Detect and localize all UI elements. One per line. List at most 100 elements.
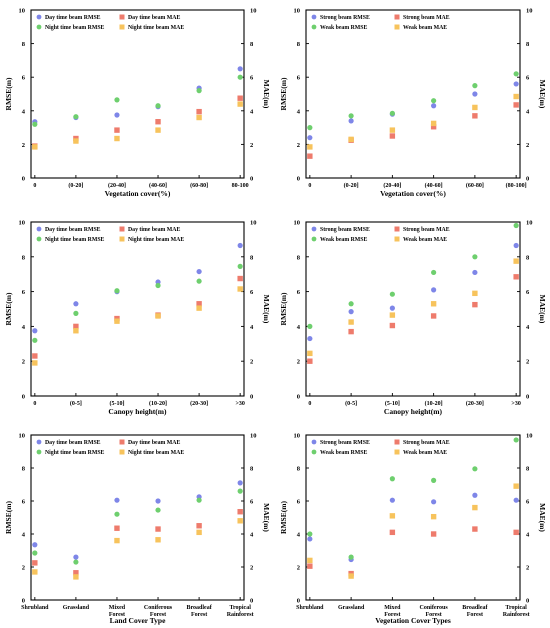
legend-label: Strong beam RMSE bbox=[320, 227, 370, 233]
legend-marker bbox=[311, 24, 317, 30]
y-tick-label-right: 8 bbox=[250, 466, 254, 473]
y-tick-label-right: 4 bbox=[526, 108, 530, 115]
y-axis-title-left: RMSE(m) bbox=[4, 77, 13, 110]
y-tick-label-left: 4 bbox=[297, 532, 301, 539]
data-point bbox=[237, 95, 243, 101]
legend-marker bbox=[119, 449, 125, 455]
legend-label: Strong beam MAE bbox=[403, 15, 450, 21]
data-point bbox=[237, 275, 243, 282]
legend-marker bbox=[311, 226, 317, 232]
legend-marker bbox=[311, 236, 317, 242]
data-point bbox=[196, 301, 202, 307]
data-point bbox=[431, 269, 437, 276]
y-tick-label-left: 10 bbox=[294, 433, 301, 440]
data-point bbox=[307, 125, 313, 131]
data-point bbox=[237, 74, 243, 80]
y-tick-label-left: 10 bbox=[294, 8, 301, 15]
data-point bbox=[237, 480, 243, 486]
data-point bbox=[389, 513, 396, 519]
data-point bbox=[472, 83, 478, 89]
legend-marker bbox=[394, 14, 400, 20]
data-point bbox=[513, 437, 519, 443]
data-point bbox=[237, 242, 243, 249]
data-point bbox=[196, 108, 202, 115]
y-tick-label-right: 8 bbox=[250, 41, 254, 48]
x-tick-label: Shrubland bbox=[21, 605, 49, 611]
data-point bbox=[32, 542, 38, 548]
data-point bbox=[196, 278, 202, 284]
data-point bbox=[513, 274, 519, 280]
data-point bbox=[73, 559, 79, 565]
legend-label: Night time beam RMSE bbox=[45, 237, 105, 243]
chart-panel-3: 0 0 2 2 4 4 6 6 8 8 10 10 0 (0-5] (5-10] (10-20] (20-30]… bbox=[4, 220, 271, 417]
y-tick-label-right: 10 bbox=[250, 433, 257, 440]
legend-marker bbox=[119, 439, 125, 445]
data-point bbox=[472, 466, 478, 472]
y-axis-title-right: MAE(m) bbox=[262, 503, 271, 532]
y-tick-label-right: 6 bbox=[250, 289, 254, 296]
data-point bbox=[307, 358, 313, 364]
x-tick-label: Grassland bbox=[63, 605, 90, 611]
data-point bbox=[114, 135, 120, 142]
legend-marker bbox=[36, 236, 42, 242]
legend-marker bbox=[311, 14, 317, 20]
legend-label: Weak beam RMSE bbox=[320, 450, 367, 456]
data-point bbox=[73, 323, 79, 330]
data-point bbox=[348, 554, 354, 560]
data-point bbox=[237, 101, 243, 107]
data-point bbox=[307, 153, 313, 159]
y-tick-label-left: 10 bbox=[19, 220, 26, 227]
x-axis-title: Canopy height(m) bbox=[108, 407, 167, 416]
data-point bbox=[389, 305, 395, 311]
data-point bbox=[307, 531, 313, 537]
y-tick-label-left: 4 bbox=[297, 324, 301, 331]
series-2 bbox=[307, 437, 519, 560]
y-axis-title-right: MAE(m) bbox=[538, 503, 547, 532]
x-axis-title: Vegetation Cover Types bbox=[375, 616, 451, 625]
y-tick-label-right: 0 bbox=[526, 176, 529, 183]
series-2 bbox=[32, 488, 243, 565]
data-point bbox=[114, 525, 120, 531]
data-point bbox=[155, 313, 161, 319]
x-tick-label-line: Mixed bbox=[384, 605, 401, 611]
data-point bbox=[114, 112, 120, 118]
y-axis-title-right: MAE(m) bbox=[538, 295, 547, 324]
y-tick-label-left: 0 bbox=[22, 598, 25, 605]
x-tick-label-line: Rainforest bbox=[227, 612, 254, 618]
y-tick-label-right: 8 bbox=[526, 254, 530, 261]
y-tick-label-right: 8 bbox=[526, 41, 530, 48]
y-tick-label-left: 8 bbox=[22, 466, 26, 473]
data-point bbox=[389, 497, 395, 503]
series-3 bbox=[32, 509, 243, 576]
x-tick-label: (40-60] bbox=[425, 182, 443, 189]
legend-marker bbox=[311, 439, 317, 445]
legend-label: Strong beam RMSE bbox=[320, 15, 370, 21]
data-point bbox=[513, 242, 519, 249]
x-tick-label: (40-60] bbox=[149, 182, 167, 189]
y-axis-title-left: RMSE(m) bbox=[279, 501, 288, 534]
data-point bbox=[430, 301, 437, 307]
y-tick-label-right: 6 bbox=[526, 499, 530, 506]
data-point bbox=[389, 322, 396, 329]
x-tick-label: (20-40] bbox=[383, 182, 401, 189]
series-4 bbox=[307, 258, 519, 357]
legend-marker bbox=[311, 449, 317, 455]
y-tick-label-left: 4 bbox=[297, 108, 301, 115]
data-point bbox=[237, 286, 243, 292]
y-tick-label-left: 8 bbox=[297, 466, 301, 473]
x-tick-label: (60-80] bbox=[466, 182, 484, 189]
data-point bbox=[431, 98, 437, 104]
y-tick-label-right: 2 bbox=[526, 359, 529, 366]
x-tick-label: (5-10] bbox=[109, 400, 124, 407]
data-point bbox=[196, 523, 202, 529]
y-tick-label-right: 0 bbox=[250, 176, 253, 183]
legend-label: Strong beam RMSE bbox=[320, 440, 370, 446]
data-point bbox=[472, 526, 478, 532]
data-point bbox=[32, 121, 38, 127]
y-tick-label-right: 10 bbox=[526, 433, 533, 440]
y-tick-label-right: 10 bbox=[526, 8, 533, 15]
legend-label: Night time beam RMSE bbox=[45, 450, 105, 456]
x-tick-label: (60-80] bbox=[190, 182, 208, 189]
legend-marker bbox=[394, 439, 400, 445]
data-point bbox=[513, 102, 519, 108]
